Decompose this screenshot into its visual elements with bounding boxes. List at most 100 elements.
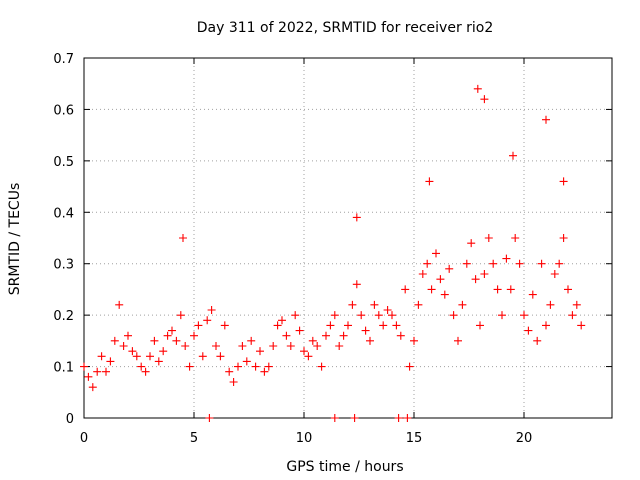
y-tick-label: 0: [66, 412, 74, 427]
data-point: [260, 367, 269, 376]
data-point: [436, 275, 445, 284]
data-point: [520, 311, 528, 320]
data-point: [179, 234, 187, 242]
data-point: [304, 352, 313, 361]
data-point: [401, 285, 410, 294]
data-point: [154, 357, 163, 366]
data-point: [458, 300, 467, 309]
data-point: [163, 331, 172, 340]
y-tick-label: 0.7: [53, 52, 74, 67]
data-point: [322, 331, 330, 340]
data-point: [110, 336, 119, 345]
data-point: [445, 264, 454, 273]
data-point: [344, 321, 352, 330]
data-point: [132, 352, 141, 361]
plot-frame: [83, 57, 613, 419]
data-point: [137, 362, 146, 371]
data-point: [339, 331, 348, 340]
data-point: [489, 259, 498, 268]
data-points: [80, 84, 586, 422]
data-point: [559, 177, 568, 186]
data-point: [194, 321, 203, 330]
data-point: [383, 306, 392, 314]
data-point: [115, 300, 124, 309]
data-point: [357, 311, 366, 320]
data-point: [473, 84, 482, 93]
y-tick-label: 0.5: [53, 155, 74, 170]
x-tick-label: 5: [190, 431, 198, 446]
data-point: [394, 414, 403, 422]
data-point: [352, 213, 361, 222]
data-point: [269, 342, 278, 350]
data-point: [432, 249, 440, 258]
data-point: [291, 311, 300, 320]
data-point: [374, 311, 383, 320]
x-tick-label: 10: [296, 431, 313, 446]
data-point: [251, 362, 260, 371]
data-point: [577, 321, 586, 330]
data-point: [88, 383, 97, 392]
data-point: [405, 362, 414, 371]
chart-title: Day 311 of 2022, SRMTID for receiver rio…: [197, 20, 494, 36]
y-axis-label: SRMTID / TECUs: [7, 183, 23, 296]
data-point: [128, 347, 137, 356]
data-point: [506, 285, 515, 294]
y-tick-label: 0.1: [53, 361, 74, 376]
data-point: [190, 331, 198, 340]
data-point: [295, 326, 304, 335]
data-point: [84, 372, 93, 381]
data-point: [564, 285, 572, 294]
data-point: [392, 321, 401, 330]
data-point: [207, 306, 216, 314]
data-point: [220, 321, 229, 330]
data-point: [313, 342, 322, 350]
data-point: [454, 336, 462, 345]
data-point: [93, 367, 102, 376]
data-point: [418, 270, 427, 278]
data-point: [273, 321, 282, 330]
data-point: [427, 285, 436, 294]
data-point: [410, 336, 418, 345]
data-point: [181, 342, 190, 350]
data-point: [300, 347, 308, 356]
data-point: [350, 414, 359, 422]
data-point: [366, 336, 374, 345]
data-point: [203, 316, 212, 325]
data-point: [205, 414, 214, 422]
data-point: [537, 259, 546, 268]
data-point: [542, 115, 550, 124]
data-point: [379, 321, 388, 330]
data-point: [403, 414, 412, 422]
data-point: [524, 326, 533, 335]
data-point: [546, 300, 555, 309]
axis-ticks: 0 0.1 0.2 0.3 0.4 0.5 0.6 0.7 0 5 10 15 20: [53, 52, 612, 446]
data-point: [185, 362, 194, 371]
data-point: [119, 342, 128, 350]
data-point: [509, 151, 517, 160]
data-point: [462, 259, 471, 268]
data-point: [264, 362, 273, 371]
data-point: [533, 336, 542, 345]
data-point: [216, 352, 225, 361]
data-point: [97, 352, 106, 361]
data-point: [335, 342, 344, 350]
x-axis-label: GPS time / hours: [286, 459, 403, 475]
x-tick-label: 15: [406, 431, 423, 446]
data-point: [146, 352, 154, 361]
data-point: [396, 331, 405, 340]
data-point: [282, 331, 291, 340]
data-point: [480, 270, 489, 278]
data-point: [542, 321, 550, 330]
data-point: [238, 342, 247, 350]
data-point: [330, 311, 339, 320]
data-point: [317, 362, 326, 371]
data-point: [286, 342, 295, 350]
data-point: [361, 326, 370, 335]
data-point: [388, 311, 396, 320]
data-point: [572, 300, 581, 309]
data-point: [555, 259, 564, 268]
data-point: [568, 311, 577, 320]
data-point: [278, 316, 286, 325]
data-point: [449, 311, 458, 320]
